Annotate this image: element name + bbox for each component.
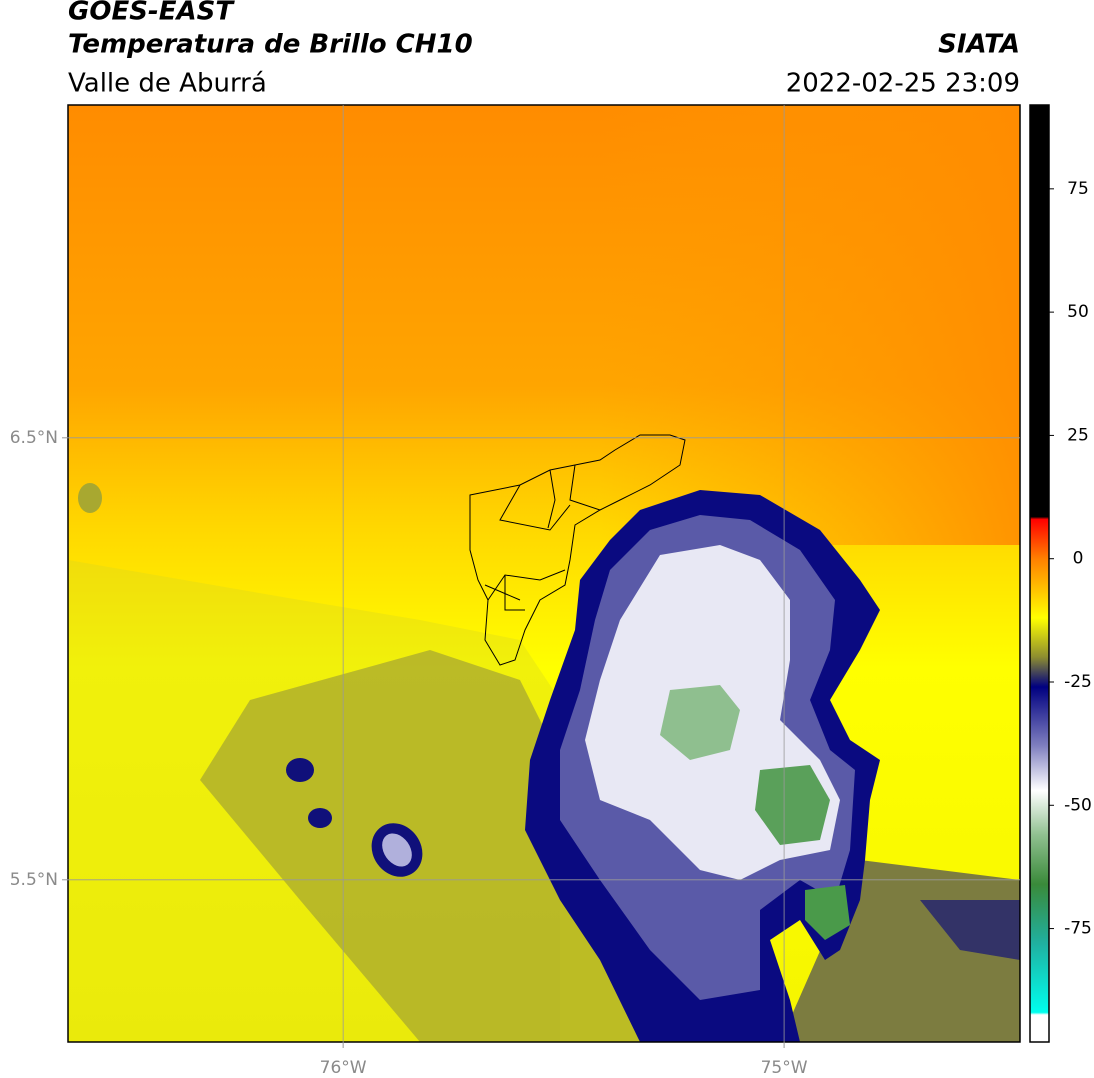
subtitle: Temperatura de Brillo CH10 xyxy=(68,30,473,60)
region: Valle de Aburrá xyxy=(68,69,267,99)
colorbar xyxy=(1029,104,1050,1043)
colorbar-tick-label: 75 xyxy=(1067,179,1089,199)
colorbar-tick-label: 0 xyxy=(1073,549,1084,569)
colorbar-tick-label: -75 xyxy=(1064,919,1092,939)
map-image xyxy=(68,105,1020,1042)
map-frame xyxy=(67,104,1021,1043)
y-tick-label: 5.5°N xyxy=(10,870,58,890)
colorbar-tick-label: 25 xyxy=(1067,425,1089,445)
y-tick-label: 6.5°N xyxy=(10,428,58,448)
x-tick-label: 76°W xyxy=(320,1058,367,1078)
source: SIATA xyxy=(938,30,1020,60)
title: GOES-EAST xyxy=(68,0,235,27)
datetime: 2022-02-25 23:09 xyxy=(786,69,1020,99)
colorbar-tick-label: -25 xyxy=(1064,672,1092,692)
colorbar-tick-label: -50 xyxy=(1064,795,1092,815)
colorbar-tick-label: 50 xyxy=(1067,302,1089,322)
x-tick-label: 75°W xyxy=(761,1058,808,1078)
